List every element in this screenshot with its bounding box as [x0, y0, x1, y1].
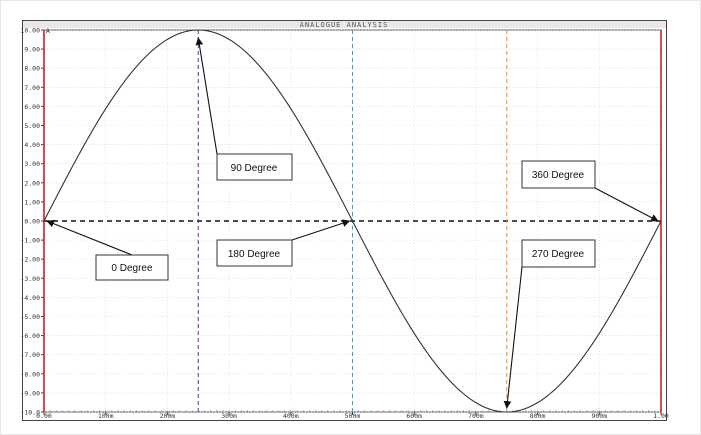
x-tick-label: 300m	[221, 412, 237, 420]
annotation-box	[521, 160, 596, 189]
x-tick-label: 800m	[530, 412, 546, 420]
y-tick-label: 6.00	[24, 103, 40, 111]
title-bar	[23, 21, 666, 28]
y-tick-label: -1.00	[20, 237, 40, 245]
y-tick-label: 9.00	[24, 46, 40, 54]
y-tick-label: 3.00	[24, 160, 40, 168]
y-tick-label: -8.00	[20, 370, 40, 378]
x-tick-label: 100m	[98, 412, 114, 420]
annotation-box	[521, 239, 596, 268]
x-tick-label: 200m	[160, 412, 176, 420]
annotation-label: 360 Degree	[532, 170, 585, 181]
y-tick-label: -4.00	[20, 294, 40, 302]
annotation-label: 90 Degree	[231, 163, 278, 174]
y-tick-label: -2.00	[20, 256, 40, 264]
x-tick-label: 900m	[591, 412, 607, 420]
annotation-arrow	[291, 219, 351, 241]
y-tick-label: -7.00	[20, 351, 40, 359]
y-tick-label: 7.00	[24, 84, 40, 92]
y-tick-label: 10.00	[20, 27, 40, 35]
y-tick-label: -3.00	[20, 275, 40, 283]
annotation-box	[216, 153, 293, 181]
chart-title: ANALOGUE ANALYSIS	[300, 21, 389, 29]
annotation-label: 180 Degree	[228, 249, 281, 260]
y-tick-label: -9.00	[20, 389, 40, 397]
y-tick-label: 2.00	[24, 179, 40, 187]
y-unit-label: A	[46, 27, 50, 35]
y-tick-label: 4.00	[24, 141, 40, 149]
x-tick-label: 0.00	[36, 412, 52, 420]
x-tick-label: 700m	[468, 412, 484, 420]
annotation-label: 0 Degree	[111, 263, 153, 274]
annotation-arrow	[503, 266, 523, 409]
y-tick-label: 8.00	[24, 65, 40, 73]
x-tick-label: 400m	[283, 412, 299, 420]
x-tick-label: 1.00	[653, 412, 669, 420]
y-tick-label: 1.00	[24, 198, 40, 206]
y-tick-label: -5.00	[20, 313, 40, 321]
annotation-box	[216, 239, 293, 267]
annotation-label: 270 Degree	[532, 249, 585, 260]
x-tick-label: 500m	[345, 412, 361, 420]
annotation-arrow	[195, 37, 218, 155]
sine-wave-series	[43, 29, 662, 413]
y-tick-label: -6.00	[20, 332, 40, 340]
annotation-box	[95, 254, 169, 281]
x-tick-label: 600m	[406, 412, 422, 420]
annotation-arrow	[594, 187, 659, 222]
plot-area: 10.00 9.00 8.00 7.00 6.00 5.00 4.00 3.00 2.00 1.0…	[20, 27, 668, 421]
y-tick-label: 5.00	[24, 122, 40, 130]
annotation-arrow	[46, 219, 133, 256]
y-tick-label: -10.0	[20, 409, 40, 417]
y-tick-label: 0.00	[24, 218, 40, 226]
